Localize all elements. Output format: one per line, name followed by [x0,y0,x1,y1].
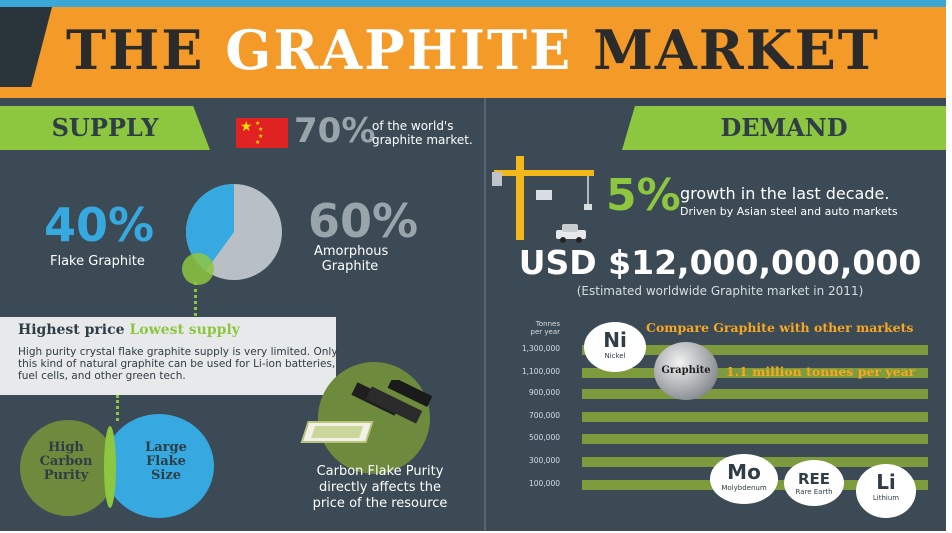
venn-left-line-2: Carbon [39,454,93,469]
crane-hook [584,204,592,210]
amorphous-label-1: Amorphous [314,244,389,259]
car-roof [562,224,578,232]
venn-right-line-1: Large [145,440,187,455]
element-rare-earth-symbol: REE [797,470,831,488]
axis-tick-label: 1,100,000 [521,367,560,376]
graphite-value: 1.1 million tonnes per year [726,364,916,379]
compare-bar [582,368,928,378]
graphite-label: Graphite [661,365,711,376]
venn-right-circle [104,414,214,518]
venn-right-line-3: Size [151,468,181,483]
purity-line-3: price of the resource [312,496,448,511]
crane-cab [536,190,552,200]
crane-counterweight [492,172,502,186]
purity-text: Carbon Flake Purity directly affects the p… [300,464,460,512]
title-banner [0,0,946,98]
venn-left-circle [20,420,116,516]
market-value: USD $12,000,000,000 [518,243,922,282]
china-text-2: graphite market. [372,133,473,147]
purity-line-2: directly affects the [318,480,441,495]
callout-text: High purity crystal flake graphite suppl… [18,346,338,382]
element-lithium-symbol: Li [876,470,896,494]
element-molybdenum: Mo Molybdenum [710,454,778,504]
element-rare-earth-name: Rare Earth [795,488,833,496]
title-part-1: THE [66,18,226,82]
venn-left-text: High Carbon Purity [26,441,106,483]
growth-percent: 5% [606,170,681,221]
page-title: THE GRAPHITE MARKET [0,18,946,82]
section-divider [484,98,486,531]
growth-text: growth in the last decade. [680,184,890,203]
car-wheel-back [576,237,582,243]
pie-marker-dot [182,253,214,285]
market-note: (Estimated worldwide Graphite market in … [576,284,864,298]
element-molybdenum-name: Molybdenum [721,484,767,492]
element-nickel: Ni Nickel [584,322,646,372]
money-note-face [311,426,364,438]
amorphous-label: Amorphous Graphite [314,244,389,274]
title-part-2: GRAPHITE [225,18,573,82]
callout-heading: Highest price Lowest supply [18,322,240,338]
venn-right-line-2: Flake [146,454,186,469]
venn-overlap [104,426,116,508]
car-body [556,230,586,239]
china-text-1: of the world's [372,119,454,133]
flake-slice [186,184,234,271]
compare-title: Compare Graphite with other markets [646,320,914,335]
crane-tower [516,156,524,240]
compare-bar [582,434,928,444]
element-lithium-name: Lithium [872,494,900,502]
callout-heading-1: Highest price [18,322,130,338]
title-part-3: MARKET [572,18,880,82]
amorphous-share: 60% [308,194,419,248]
crane-jib [494,170,594,176]
callout-heading-2: Lowest supply [129,322,240,338]
callout-box [0,317,336,395]
graphite-bar-3 [387,380,433,408]
graphite-bars-icon [300,380,433,443]
axis-tick-label: 500,000 [528,433,560,442]
axis-tick-label: 1,300,000 [521,344,560,353]
axis-title-1: Tonnes [535,320,560,328]
element-nickel-name: Nickel [604,352,626,360]
growth-sub: Driven by Asian steel and auto markets [680,205,898,218]
element-lithium: Li Lithium [856,464,916,518]
car-wheel-front [560,237,566,243]
china-flag-icon: ★ ★ ★ ★ ★ [236,118,288,148]
car-icon [556,224,586,243]
supply-pie-chart [182,184,282,285]
venn-left-line-3: Purity [43,468,89,483]
compare-bar [582,412,928,422]
axis-tick-label: 700,000 [528,411,560,420]
purity-line-1: Carbon Flake Purity [316,464,444,479]
element-nickel-symbol: Ni [603,328,627,352]
axis-title-2: per year [530,328,560,336]
compare-bar [582,345,928,355]
flake-label: Flake Graphite [50,254,145,269]
amorphous-label-2: Graphite [321,259,379,274]
axis-tick-label: 900,000 [528,388,560,397]
axis-title: Tonnes per year [520,320,560,336]
crane-icon [492,156,594,240]
compare-bar [582,389,928,399]
venn-left-line-1: High [48,440,84,455]
venn-connector [116,395,119,421]
graphite-bar-2 [365,386,423,424]
axis-tick-label: 100,000 [528,479,560,488]
graphite-ball [654,342,718,400]
dotted-connector [194,282,197,316]
axis-tick-label: 300,000 [528,456,560,465]
element-rare-earth: REE Rare Earth [784,460,844,506]
demand-heading: DEMAND [622,106,946,150]
element-molybdenum-symbol: Mo [727,460,761,484]
china-share: 70% [294,111,376,151]
venn-right-text: Large Flake Size [124,441,208,483]
flake-share: 40% [44,198,155,252]
supply-heading: SUPPLY [0,106,210,150]
